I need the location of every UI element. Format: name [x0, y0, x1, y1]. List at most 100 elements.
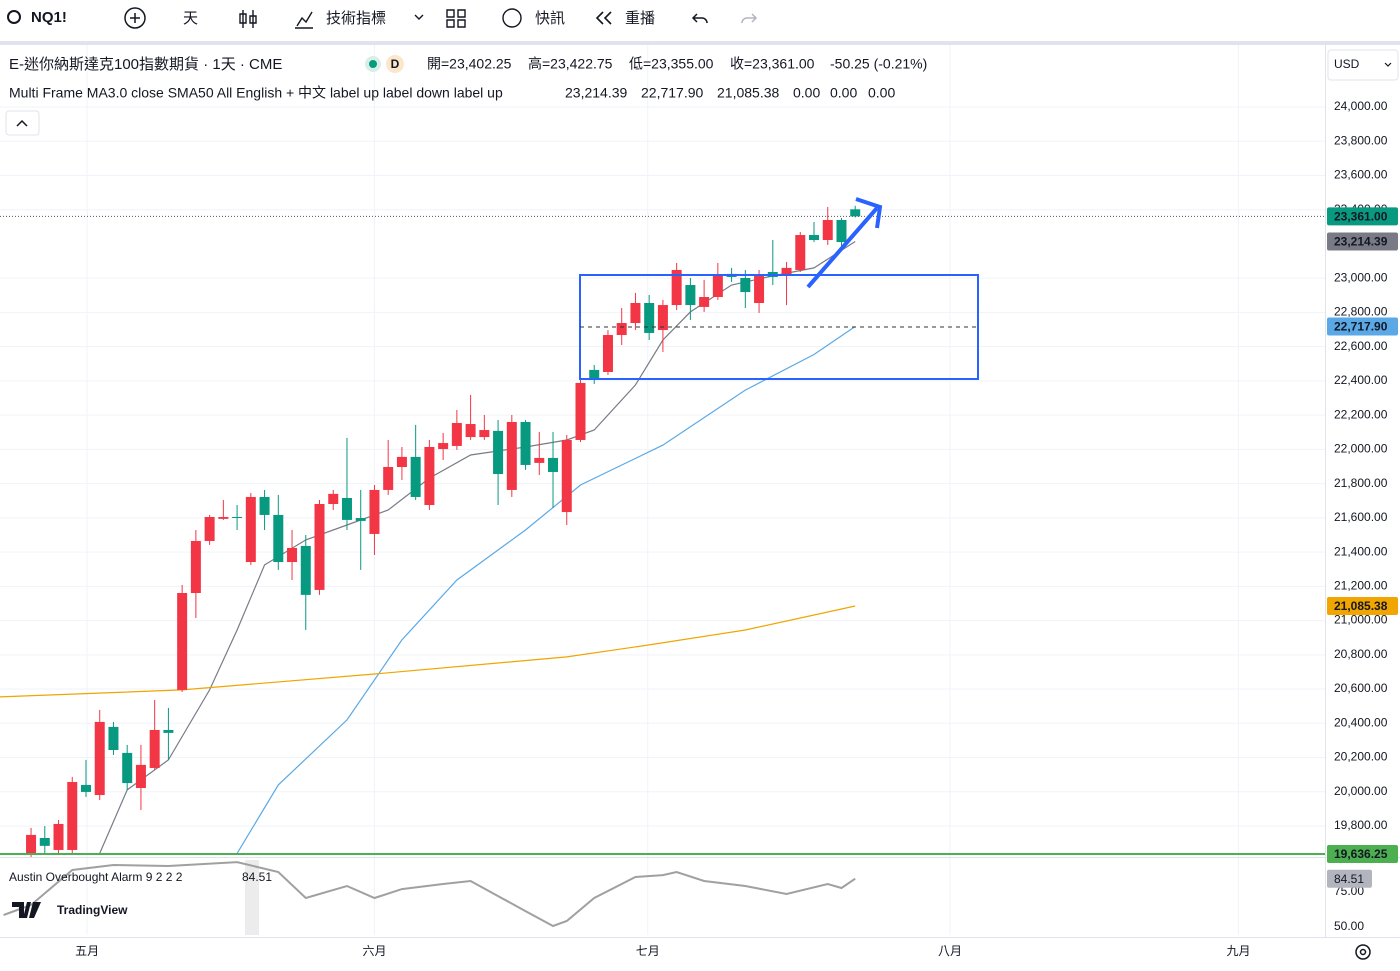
y-tick-label: 20,800.00 — [1334, 647, 1388, 661]
candle-body — [795, 235, 806, 270]
y-tick-label: 22,400.00 — [1334, 373, 1388, 387]
watermark-logo — [12, 902, 41, 918]
alerts-button[interactable]: 快訊 — [535, 10, 565, 27]
candle-body — [589, 369, 600, 381]
x-tick-label: 九月 — [1226, 944, 1250, 958]
candle-body — [506, 421, 517, 490]
ohlc-close: 收=23,361.00 — [730, 56, 815, 72]
candle-body — [94, 721, 105, 796]
price-tag — [1327, 845, 1398, 864]
candle-body — [602, 335, 613, 372]
badge: D — [391, 57, 400, 71]
ohlc-low: 低=23,355.00 — [629, 56, 714, 72]
dropdown-icon[interactable] — [414, 14, 424, 20]
candle-body — [548, 457, 559, 472]
alert-icon[interactable] — [502, 8, 522, 28]
candle-body — [685, 285, 696, 306]
osc-tag — [1327, 869, 1372, 888]
y-tick-label: 20,600.00 — [1334, 681, 1388, 695]
y-tick-label: 21,800.00 — [1334, 476, 1388, 490]
candle-body — [754, 275, 765, 303]
candle-body — [26, 834, 37, 855]
price-tag-label: 22,717.90 — [1334, 320, 1388, 334]
y-tick-label: 23,000.00 — [1334, 270, 1388, 284]
collapse-button[interactable] — [5, 110, 40, 136]
collapse-icon — [16, 119, 28, 127]
candle-body — [671, 269, 682, 306]
candle-body — [809, 235, 820, 240]
candle-body — [561, 439, 572, 513]
legend-value: 0.00 — [830, 85, 857, 101]
price-tag-label: 23,361.00 — [1334, 210, 1388, 224]
indicator-name[interactable]: Multi Frame MA3.0 close SMA50 All Englis… — [9, 85, 503, 101]
candle-body — [424, 446, 435, 506]
candle-body — [300, 545, 311, 595]
candle-body — [190, 540, 201, 594]
replay-button[interactable]: 重播 — [625, 10, 655, 27]
time-axis-border — [0, 937, 1400, 938]
candle-body — [122, 752, 133, 784]
candle-body — [53, 823, 64, 850]
indicators-button[interactable]: 技術指標 — [326, 10, 386, 27]
candle-body — [836, 219, 847, 243]
undo-button[interactable] — [691, 13, 708, 24]
candle-body — [314, 503, 325, 590]
symbol[interactable]: NQ1! — [31, 9, 67, 26]
y-tick-label: 22,800.00 — [1334, 305, 1388, 319]
plot-layer — [0, 205, 1325, 857]
candle-body — [355, 518, 366, 521]
candle-body — [328, 493, 339, 504]
candle-body — [451, 423, 462, 446]
settings-icon — [1359, 948, 1367, 956]
compare-plus — [130, 13, 140, 23]
candle-body — [657, 305, 668, 331]
currency-caret — [1384, 62, 1392, 67]
moving-average — [0, 605, 856, 698]
price-tag-label: 21,085.38 — [1334, 599, 1388, 613]
candle-body — [438, 443, 449, 450]
x-tick-label: 八月 — [938, 944, 962, 958]
oscillator-value: 84.51 — [242, 870, 272, 884]
legend-value: 22,717.90 — [641, 85, 703, 101]
y-tick-label: 22,600.00 — [1334, 339, 1388, 353]
legend-value: 0.00 — [793, 85, 820, 101]
y-tick-label: 24,000.00 — [1334, 99, 1388, 113]
candle-body — [232, 516, 243, 518]
interval[interactable]: 天 — [183, 10, 198, 27]
y-tick-label: 20,400.00 — [1334, 715, 1388, 729]
y-tick-label: 23,600.00 — [1334, 168, 1388, 182]
watermark: TradingView — [12, 902, 128, 918]
y-tick-label: 20,200.00 — [1334, 750, 1388, 764]
compare-button[interactable] — [124, 7, 146, 29]
candle-body — [644, 302, 655, 333]
y-tick-label: 20,000.00 — [1334, 784, 1388, 798]
legend-value: 21,085.38 — [717, 85, 779, 101]
layout-icon[interactable] — [446, 9, 466, 28]
replay-icon[interactable] — [595, 11, 612, 25]
candle-body — [630, 302, 641, 324]
candle-body — [369, 489, 380, 534]
oscillator-name[interactable]: Austin Overbought Alarm 9 2 2 2 — [9, 870, 183, 884]
redo-button[interactable] — [741, 13, 758, 24]
currency-select[interactable] — [1327, 49, 1399, 81]
arrow-drawing[interactable] — [806, 197, 883, 289]
symbol-title: E-迷你納斯達克100指數期貨 · 1天 · CME — [9, 55, 282, 73]
search-icon[interactable] — [7, 10, 21, 24]
y-tick-label: 19,800.00 — [1334, 818, 1388, 832]
price-tag — [1327, 232, 1398, 251]
indicators-icon[interactable] — [295, 11, 313, 29]
candle-body — [616, 323, 627, 336]
candle-body — [699, 297, 710, 307]
settings-button[interactable] — [1355, 944, 1371, 960]
candle-body — [341, 497, 352, 520]
watermark-text: TradingView — [57, 903, 128, 917]
y-tick-label: 22,200.00 — [1334, 407, 1388, 421]
price-tag-label: 23,214.39 — [1334, 235, 1388, 249]
price-tag — [1327, 317, 1398, 336]
candle-body — [479, 430, 490, 438]
chart-type-icon[interactable] — [239, 10, 257, 28]
candle-body — [163, 729, 174, 733]
legend-value: 23,214.39 — [565, 85, 627, 101]
candle-body — [740, 278, 751, 293]
